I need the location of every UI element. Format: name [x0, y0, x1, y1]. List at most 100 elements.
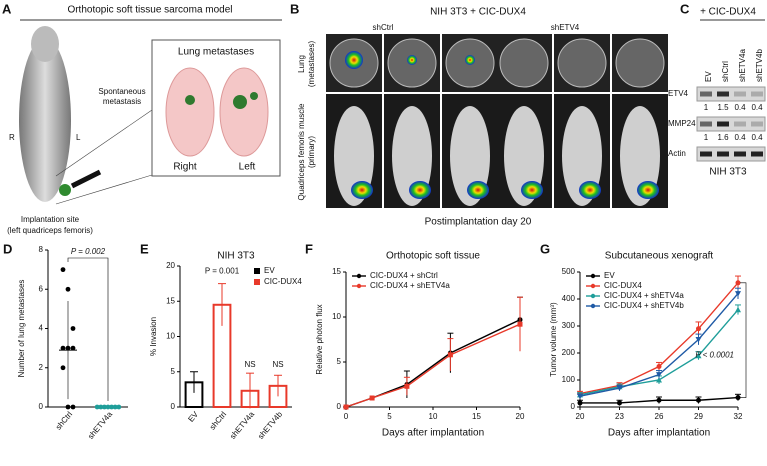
mouse	[334, 106, 374, 206]
band	[717, 91, 729, 97]
row-label: MMP24	[668, 119, 696, 128]
band-quant: 0.4	[751, 133, 763, 142]
panel-b: B NIH 3T3 + CIC-DUX4 shCtrl shETV4 Lung …	[290, 1, 668, 228]
band	[700, 151, 712, 157]
marker	[616, 385, 623, 392]
tumor-signal	[637, 181, 659, 199]
band	[751, 91, 763, 97]
x-tick-label: shETV4a	[86, 409, 114, 440]
panel-a: A Orthotopic soft tissue sarcoma model R…	[2, 1, 282, 235]
y-tick-label: 0	[571, 402, 576, 411]
panel-title: NIH 3T3 + CIC-DUX4	[430, 7, 526, 18]
bracket	[740, 282, 747, 398]
dish	[557, 38, 607, 88]
band-quant: 1.6	[717, 133, 729, 142]
blot	[696, 86, 766, 102]
lung-signal	[345, 51, 363, 69]
marker	[447, 352, 453, 358]
band	[734, 121, 746, 127]
metastasis	[185, 95, 195, 105]
legend-label: CIC-DUX4	[604, 281, 642, 290]
x-tick-label: shETV4a	[228, 409, 256, 440]
band-quant: 0.4	[751, 103, 763, 112]
band	[734, 91, 746, 97]
panel-letter: B	[290, 1, 299, 16]
panel-letter: E	[140, 241, 149, 256]
mouse	[504, 106, 544, 206]
data-point	[60, 267, 66, 273]
band-quant: 0.4	[734, 133, 746, 142]
x-tick-label: shETV4b	[256, 409, 284, 440]
band-quant: 1	[704, 133, 709, 142]
x-tick-label: 0	[344, 412, 349, 421]
y-tick-label: 5	[171, 367, 176, 376]
y-tick-label: 4	[39, 324, 44, 333]
annotation: P = 0.001	[205, 267, 240, 276]
legend-marker	[590, 273, 596, 279]
y-tick-label: 300	[562, 321, 576, 330]
y-tick-label: 20	[166, 261, 175, 270]
band	[717, 121, 729, 127]
panel-letter: D	[3, 241, 12, 256]
legend-swatch	[254, 279, 260, 285]
band	[700, 91, 712, 97]
tumor-signal	[521, 181, 543, 199]
connector	[55, 174, 153, 205]
y-axis-label: Relative photon flux	[315, 304, 324, 374]
data-point	[60, 365, 66, 371]
line	[345, 319, 521, 408]
site-label: Implantation site	[21, 215, 80, 224]
data-point	[65, 404, 71, 410]
y-tick-label: 10	[332, 312, 341, 321]
cell-label: NIH 3T3	[709, 167, 747, 178]
lung-signal	[465, 55, 475, 65]
lung	[165, 67, 215, 157]
lane-label: shETV4b	[755, 49, 764, 82]
legend-label: CIC-DUX4 + shETV4b	[604, 301, 684, 310]
marker	[695, 352, 702, 359]
legend-label: EV	[264, 266, 275, 275]
annotation: NS	[244, 360, 255, 369]
x-tick-label: 32	[734, 412, 743, 421]
mouse-head	[31, 26, 59, 62]
annotation: P = 0.002	[71, 247, 106, 256]
data-point	[70, 404, 76, 410]
group-label: shCtrl	[373, 23, 394, 32]
blot	[696, 116, 766, 132]
x-tick-label: 23	[615, 412, 624, 421]
band	[717, 151, 729, 157]
annotation: NS	[272, 360, 283, 369]
marker	[517, 321, 523, 327]
marker	[656, 372, 662, 378]
legend-marker	[590, 283, 596, 289]
caption: Postimplantation day 20	[425, 217, 532, 228]
bracket	[67, 257, 109, 401]
tumor-signal	[467, 181, 489, 199]
band	[751, 151, 763, 157]
data-point	[70, 345, 76, 351]
mouse	[450, 106, 490, 206]
legend-marker	[356, 273, 362, 279]
y-tick-label: 15	[332, 267, 341, 276]
chart-title: Orthotopic soft tissue	[386, 251, 480, 262]
y-axis-label: Number of lung metastases	[17, 280, 26, 378]
marker	[735, 291, 741, 297]
marker	[696, 326, 701, 332]
marker	[656, 377, 662, 383]
box-title: Lung metastases	[178, 47, 254, 58]
marker	[617, 400, 622, 406]
marker	[369, 395, 375, 401]
legend-label: EV	[604, 271, 615, 280]
panel-letter: G	[540, 241, 550, 256]
x-tick-label: 20	[516, 412, 525, 421]
y-tick-label: 2	[39, 363, 44, 372]
y-tick-label: 400	[562, 294, 576, 303]
x-axis-label: Days after implantation	[608, 428, 710, 439]
x-tick-label: 5	[387, 412, 392, 421]
lane-label: shETV4a	[738, 49, 747, 82]
row-label: (primary)	[307, 136, 316, 168]
panel-c: C + CIC-DUX4 NIH 3T3 EV shCtrl shETV4a shET…	[668, 1, 766, 178]
chart-title: NIH 3T3	[217, 251, 255, 262]
annotation: P < 0.0001	[695, 350, 734, 359]
lung	[219, 67, 269, 157]
